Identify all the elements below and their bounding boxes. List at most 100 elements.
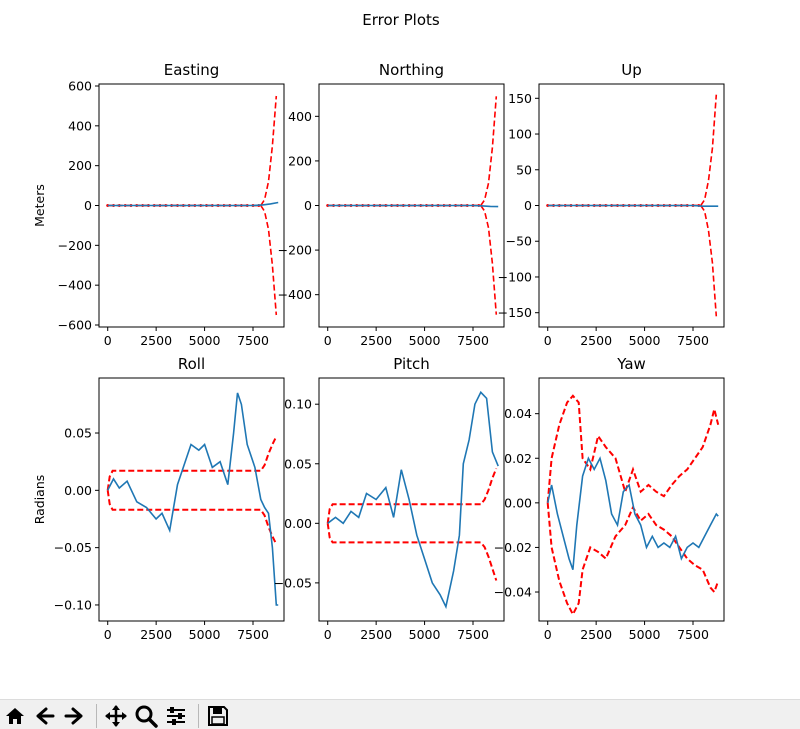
up-title: Up [621,61,642,79]
yaw-panel: Yaw 0 2500 5000 7500 −0.04 −0.02 0.00 0.02 0.04 [494,355,725,642]
yaw-y-tick-label: −0.04 [494,585,532,600]
up-x-tick-label: 0 [544,333,552,348]
roll-y-tick-label: −0.05 [54,540,92,555]
northing-x-tick-label: 5000 [409,333,441,348]
pitch-y-tick-label: 0.05 [284,456,312,471]
pitch-x-tick-label: 5000 [409,627,441,642]
pitch-x-tick-label: 2500 [360,627,392,642]
forward-button[interactable] [61,703,87,729]
figure-title: Error Plots [362,11,440,29]
zoom-button[interactable] [133,703,159,729]
pitch-x-tick-label: 0 [324,627,332,642]
yaw-y-tick-label: 0.02 [504,451,532,466]
easting-x-tick-label: 0 [104,333,112,348]
up-y-tick-label: −100 [498,269,532,284]
pitch-axes-frame [318,377,505,622]
save-floppy-icon [208,706,228,726]
roll-x-tick-label: 0 [104,627,112,642]
pan-move-icon [105,705,127,727]
toolbar-separator [198,704,199,728]
easting-bound-upper-line [107,95,278,207]
northing-y-tick-label: 400 [288,109,312,124]
northing-estimate-line [327,204,499,208]
yaw-y-tick-label: 0.04 [504,406,532,421]
northing-title: Northing [379,61,444,79]
navigation-toolbar [0,699,800,729]
zoom-magnifier-icon [135,705,158,728]
northing-y-tick-label: −200 [278,243,312,258]
save-button[interactable] [205,703,231,729]
easting-y-tick-label: 400 [68,118,92,133]
configure-subplots-button[interactable] [163,703,189,729]
roll-y-tick-label: 0.05 [64,426,92,441]
home-button[interactable] [2,703,28,729]
forward-arrow-icon [64,707,83,725]
yaw-title: Yaw [616,355,646,373]
easting-bound-lower-line [107,204,278,316]
yaw-x-tick-label: 7500 [677,627,709,642]
up-y-tick-label: 0 [524,198,532,213]
roll-x-tick-label: 5000 [189,627,221,642]
roll-title: Roll [178,355,205,373]
pitch-estimate-line [327,390,499,610]
northing-x-tick-label: 2500 [360,333,392,348]
up-y-tick-label: 150 [508,91,532,106]
easting-title: Easting [164,61,220,79]
northing-y-tick-label: −400 [278,287,312,302]
roll-bound-lower-line [106,490,278,545]
back-arrow-icon [36,707,55,725]
pitch-bound-upper-line [326,468,498,524]
up-bound-upper-line [547,94,718,207]
up-bound-lower-line [547,204,718,317]
pitch-title: Pitch [393,355,430,373]
pitch-panel: Pitch 0 2500 5000 7500 −0.05 0.00 0.05 0.10 [274,355,505,642]
easting-y-tick-label: −600 [58,318,92,333]
up-x-tick-label: 2500 [580,333,612,348]
easting-y-tick-label: −400 [58,278,92,293]
easting-x-tick-label: 7500 [237,333,269,348]
northing-x-tick-label: 0 [324,333,332,348]
pitch-bound-lower-line [326,523,498,581]
easting-y-tick-label: 600 [68,78,92,93]
up-y-tick-label: −150 [498,305,532,320]
up-panel: Up 0 2500 5000 7500 −150 −100 −50 0 50 100 150 [498,61,725,348]
toolbar-separator [96,704,97,728]
up-y-tick-label: 50 [516,162,532,177]
easting-y-tick-label: 200 [68,158,92,173]
back-button[interactable] [32,703,58,729]
up-y-tick-label: 100 [508,127,532,142]
roll-estimate-line [106,392,279,606]
yaw-x-tick-label: 2500 [580,627,612,642]
roll-y-tick-label: 0.00 [64,483,92,498]
easting-panel: Easting 0 2500 5000 7500 −600 −400 −200 0 200 400 6… [32,61,285,348]
roll-x-tick-label: 7500 [237,627,269,642]
easting-x-tick-label: 2500 [140,333,172,348]
northing-bound-upper-line [327,96,498,207]
easting-y-axis-label: Meters [32,184,47,227]
configure-subplots-icon [167,707,185,725]
roll-panel: Roll 0 2500 5000 7500 −0.10 −0.05 0.00 0.05 Radia… [32,355,285,642]
pitch-x-tick-label: 7500 [457,627,489,642]
easting-estimate-line [107,201,279,207]
up-y-tick-label: −50 [506,234,532,249]
northing-panel: Northing 0 2500 5000 7500 −400 −200 0 200 400 [278,61,505,348]
yaw-x-tick-label: 0 [544,627,552,642]
easting-x-tick-label: 5000 [189,333,221,348]
pitch-y-tick-label: 0.10 [284,397,312,412]
roll-bound-upper-line [106,436,278,491]
yaw-y-tick-label: −0.02 [494,540,532,555]
home-icon [6,708,24,724]
easting-y-tick-label: −200 [58,238,92,253]
roll-axes-frame [98,377,285,622]
pan-button[interactable] [103,703,129,729]
pitch-y-tick-label: 0.00 [284,516,312,531]
up-x-tick-label: 5000 [629,333,661,348]
northing-y-tick-label: 200 [288,153,312,168]
roll-y-tick-label: −0.10 [54,597,92,612]
up-x-tick-label: 7500 [677,333,709,348]
yaw-axes-frame [538,377,725,622]
roll-x-tick-label: 2500 [140,627,172,642]
northing-y-tick-label: 0 [304,198,312,213]
yaw-x-tick-label: 5000 [629,627,661,642]
